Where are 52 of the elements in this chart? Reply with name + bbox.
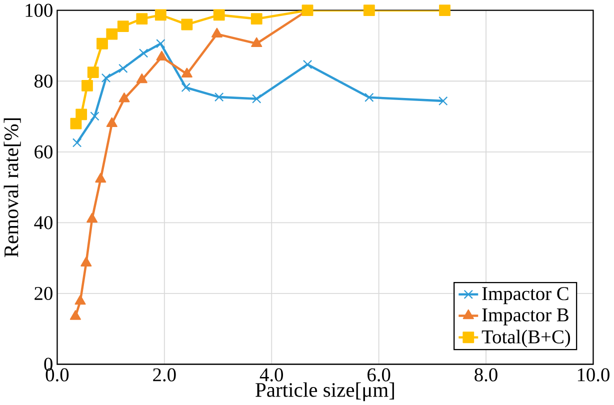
- y-tick-label: 40: [34, 216, 52, 230]
- point: [438, 96, 448, 106]
- y-tick-label: 60: [34, 145, 52, 159]
- point: [250, 13, 262, 25]
- point: [181, 68, 192, 78]
- point: [154, 9, 166, 21]
- legend-label: Total(B+C): [482, 330, 570, 348]
- x-tick-label: 4.0: [260, 368, 284, 382]
- point: [364, 92, 374, 102]
- point: [211, 28, 222, 38]
- point: [70, 310, 81, 320]
- point: [72, 138, 82, 148]
- y-tick-label: 100: [26, 4, 52, 17]
- point: [118, 64, 128, 74]
- point: [86, 212, 98, 223]
- x-axis-title: Particle size[μm]: [256, 382, 394, 402]
- point: [136, 13, 148, 25]
- point: [95, 172, 106, 183]
- point: [82, 80, 93, 92]
- point: [213, 9, 225, 21]
- point: [90, 112, 100, 121]
- point: [80, 256, 92, 267]
- legend-label: Impactor C: [482, 287, 568, 304]
- x-tick-label: 2.0: [153, 368, 176, 382]
- point: [156, 39, 166, 48]
- point: [252, 94, 262, 104]
- point: [181, 18, 193, 30]
- point: [96, 38, 108, 50]
- point: [76, 108, 88, 120]
- point: [138, 48, 148, 58]
- point: [363, 4, 375, 16]
- y-tick-label: 80: [34, 74, 52, 88]
- point: [101, 73, 111, 83]
- point: [156, 50, 168, 61]
- point: [251, 37, 262, 48]
- x-tick-label: 10.0: [578, 368, 610, 382]
- point: [87, 66, 99, 78]
- x-tick-label: 6.0: [368, 368, 390, 382]
- point: [302, 60, 312, 70]
- point: [136, 73, 148, 84]
- x-tick-label: 8.0: [474, 368, 498, 382]
- point: [118, 92, 130, 102]
- y-axis-title: Removal rate[%]: [4, 118, 21, 258]
- point: [74, 295, 86, 305]
- point: [106, 117, 118, 128]
- point: [117, 20, 129, 32]
- point: [439, 4, 450, 16]
- point: [181, 82, 190, 92]
- legend-label: Impactor B: [482, 308, 568, 326]
- point: [214, 92, 224, 102]
- y-tick-label: 20: [34, 286, 52, 300]
- point: [106, 28, 118, 40]
